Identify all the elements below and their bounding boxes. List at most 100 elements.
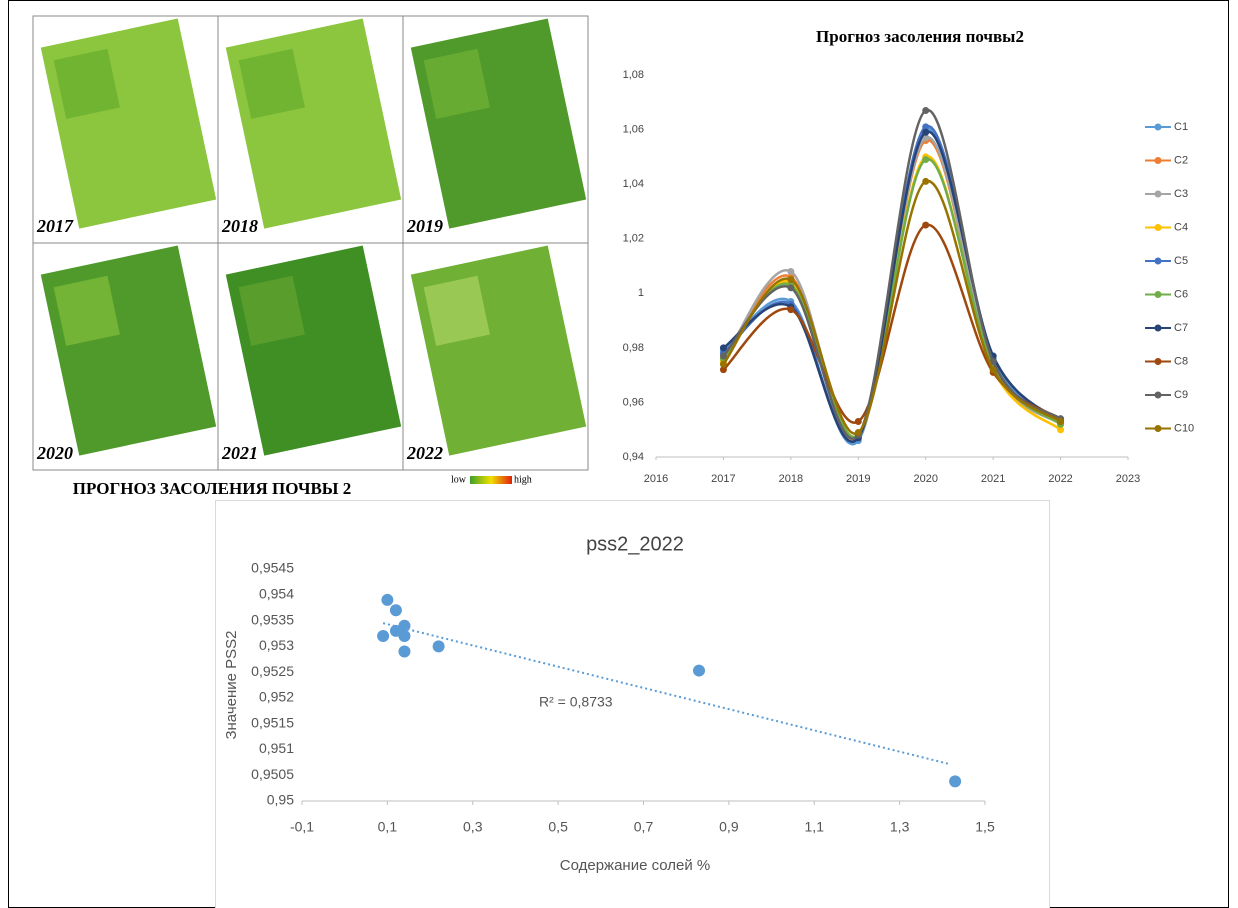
x-tick-label: 1,1 xyxy=(805,819,825,835)
legend-label: C1 xyxy=(1174,121,1188,133)
x-tick-label: 0,1 xyxy=(378,819,398,835)
map-texture xyxy=(423,48,490,119)
point xyxy=(922,106,930,114)
point xyxy=(1057,418,1065,426)
point xyxy=(922,123,930,131)
y-tick-label: 0,98 xyxy=(623,342,644,354)
x-tick-label: 2020 xyxy=(913,473,937,485)
legend-marker xyxy=(1154,224,1162,231)
point xyxy=(989,366,997,374)
point xyxy=(398,645,411,658)
y-tick-label: 0,9545 xyxy=(251,560,294,576)
y-tick-label: 0,954 xyxy=(259,585,294,601)
point xyxy=(787,267,795,275)
x-tick-label: 2019 xyxy=(846,473,870,485)
point xyxy=(398,630,411,643)
map-texture xyxy=(238,48,305,119)
y-tick-label: 1 xyxy=(638,287,644,299)
x-tick-label: 2018 xyxy=(779,473,803,485)
point xyxy=(719,344,727,352)
legend-low: low xyxy=(451,474,467,485)
y-tick-label: 0,953 xyxy=(259,637,294,653)
point xyxy=(922,134,930,142)
legend-marker xyxy=(1154,291,1162,298)
map-texture xyxy=(53,48,120,119)
point xyxy=(432,640,445,653)
map-year: 2022 xyxy=(406,443,443,463)
legend-marker xyxy=(1154,324,1162,332)
x-tick-label: 0,5 xyxy=(548,819,568,835)
legend-high: high xyxy=(514,474,532,485)
point xyxy=(719,360,727,368)
y-tick-label: 1,06 xyxy=(623,123,644,135)
y-tick-label: 0,9535 xyxy=(251,611,294,627)
map-grid: 2017 2018 2019 2020 2021 2022 xyxy=(32,15,589,471)
y-tick-label: 1,04 xyxy=(623,178,644,190)
legend-marker xyxy=(1154,190,1162,198)
chart-title: Прогноз засоления почвы2 xyxy=(816,27,1024,46)
x-tick-label: 2016 xyxy=(644,473,668,485)
map-year: 2021 xyxy=(221,443,258,463)
legend-marker xyxy=(1154,157,1162,164)
x-tick-label: 2023 xyxy=(1116,473,1140,485)
legend-label: C8 xyxy=(1174,355,1188,367)
x-tick-label: 1,3 xyxy=(890,819,910,835)
y-tick-label: 0,94 xyxy=(623,451,644,463)
legend-label: C10 xyxy=(1174,422,1194,434)
point xyxy=(787,276,795,284)
legend-label: C5 xyxy=(1174,255,1188,267)
point xyxy=(922,128,930,136)
r-squared: R² = 0,8733 xyxy=(539,694,613,710)
y-tick-label: 0,9525 xyxy=(251,663,294,679)
x-tick-label: 2017 xyxy=(711,473,735,485)
legend-marker xyxy=(1154,391,1162,399)
legend-marker xyxy=(1154,257,1162,265)
map-year: 2017 xyxy=(36,216,74,236)
y-tick-label: 0,96 xyxy=(623,396,644,408)
point xyxy=(389,604,402,617)
point xyxy=(377,630,390,643)
point xyxy=(719,352,727,360)
point xyxy=(381,593,394,606)
legend-label: C4 xyxy=(1174,221,1188,233)
x-tick-label: 0,9 xyxy=(719,819,739,835)
x-tick-label: 1,5 xyxy=(975,819,995,835)
map-year: 2019 xyxy=(406,216,443,236)
y-axis-label: Значение PSS2 xyxy=(223,630,240,739)
x-axis-label: Содержание солей % xyxy=(560,857,711,874)
point xyxy=(922,221,930,229)
legend-marker xyxy=(1154,358,1162,365)
point xyxy=(1057,426,1065,434)
chart-title: pss2_2022 xyxy=(586,533,684,555)
map-texture xyxy=(423,275,490,346)
y-tick-label: 1,08 xyxy=(623,69,644,81)
point xyxy=(854,428,862,436)
point xyxy=(692,664,705,677)
point xyxy=(787,284,795,292)
y-tick-label: 0,9515 xyxy=(251,714,294,730)
point xyxy=(922,156,930,164)
map-year: 2018 xyxy=(221,216,258,236)
x-tick-label: -0,1 xyxy=(290,819,314,835)
legend-label: C2 xyxy=(1174,154,1188,166)
scatter-frame xyxy=(215,500,1050,908)
x-tick-label: 0,7 xyxy=(634,819,654,835)
y-tick-label: 0,951 xyxy=(259,740,294,756)
legend-label: C9 xyxy=(1174,389,1188,401)
legend-gradient xyxy=(470,476,512,484)
x-tick-label: 2022 xyxy=(1048,473,1072,485)
legend-marker xyxy=(1154,425,1162,432)
legend-label: C6 xyxy=(1174,288,1188,300)
y-tick-label: 1,02 xyxy=(623,233,644,245)
y-tick-label: 0,95 xyxy=(267,792,294,808)
point xyxy=(854,418,862,426)
y-tick-label: 0,9505 xyxy=(251,766,294,782)
map-texture xyxy=(53,275,120,346)
x-tick-label: 0,3 xyxy=(463,819,483,835)
x-tick-label: 2021 xyxy=(981,473,1005,485)
map-year: 2020 xyxy=(36,443,73,463)
map-caption: ПРОГНОЗ ЗАСОЛЕНИЯ ПОЧВЫ 2 xyxy=(73,479,352,498)
point xyxy=(398,619,411,632)
point xyxy=(949,775,962,788)
